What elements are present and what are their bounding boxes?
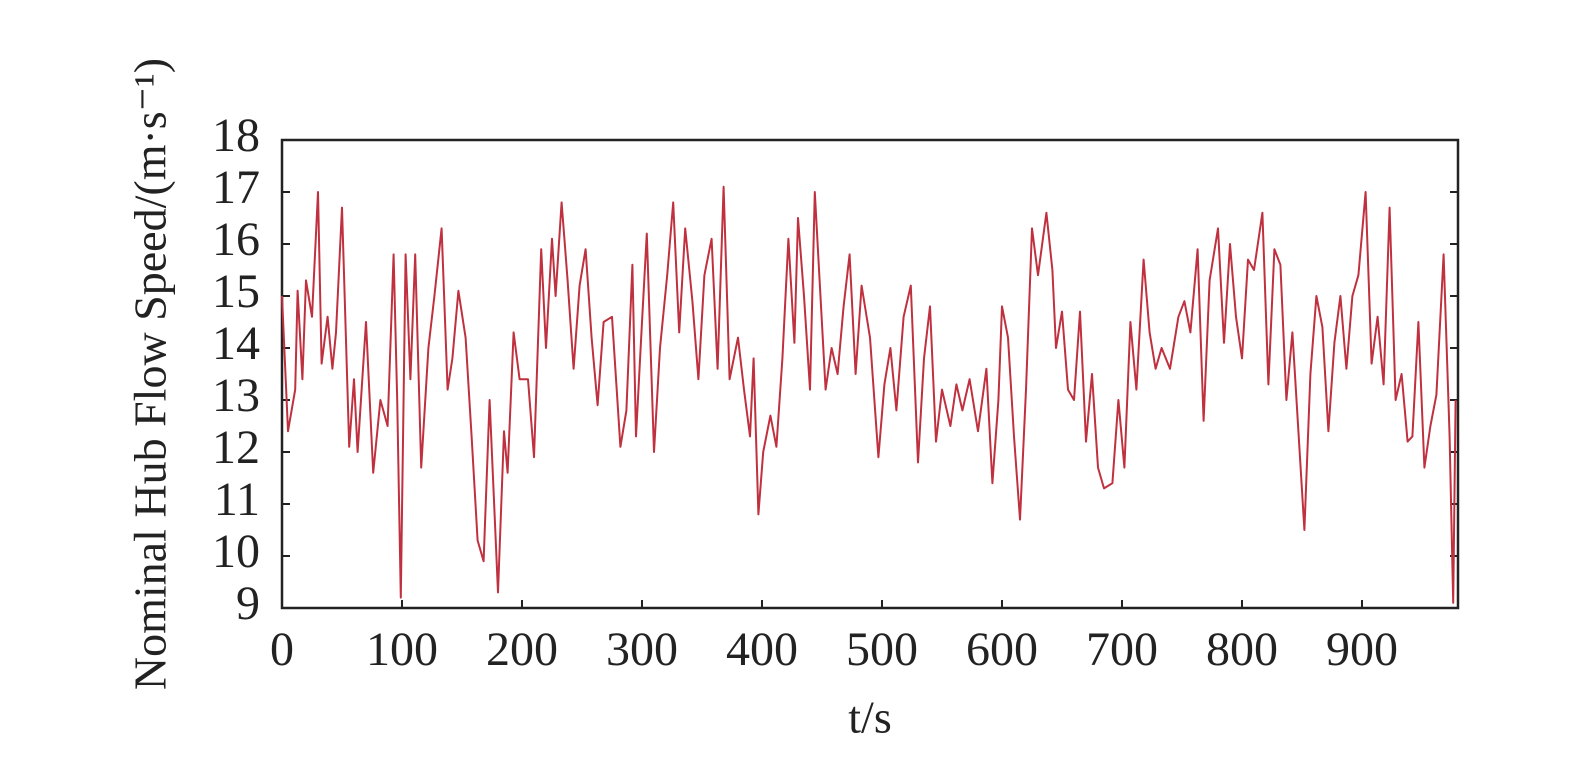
x-tick-label: 100 (366, 623, 438, 676)
x-tick-label: 300 (606, 623, 678, 676)
x-tick-label: 700 (1086, 623, 1158, 676)
x-tick-label: 600 (966, 623, 1038, 676)
x-tick-label: 400 (726, 623, 798, 676)
y-tick-label: 13 (212, 369, 260, 422)
data-line (281, 185, 1457, 604)
y-tick-label: 14 (212, 317, 260, 370)
y-tick-label: 18 (212, 109, 260, 162)
y-tick-label: 16 (212, 213, 260, 266)
x-tick-label: 0 (270, 623, 294, 676)
y-axis-label: Nominal Hub Flow Speed/(m·s⁻¹) (125, 58, 176, 690)
y-tick-label: 9 (236, 577, 260, 630)
x-tick-label: 200 (486, 623, 558, 676)
x-axis-label: t/s (848, 692, 891, 743)
x-tick-label: 500 (846, 623, 918, 676)
y-tick-label: 12 (212, 421, 260, 474)
x-tick-label: 900 (1326, 623, 1398, 676)
y-tick-label: 10 (212, 525, 260, 578)
plot-frame (280, 138, 1460, 610)
y-tick-label: 11 (214, 473, 260, 526)
y-tick-label: 15 (212, 265, 260, 318)
y-tick-label: 17 (212, 161, 260, 214)
x-tick-label: 800 (1206, 623, 1278, 676)
